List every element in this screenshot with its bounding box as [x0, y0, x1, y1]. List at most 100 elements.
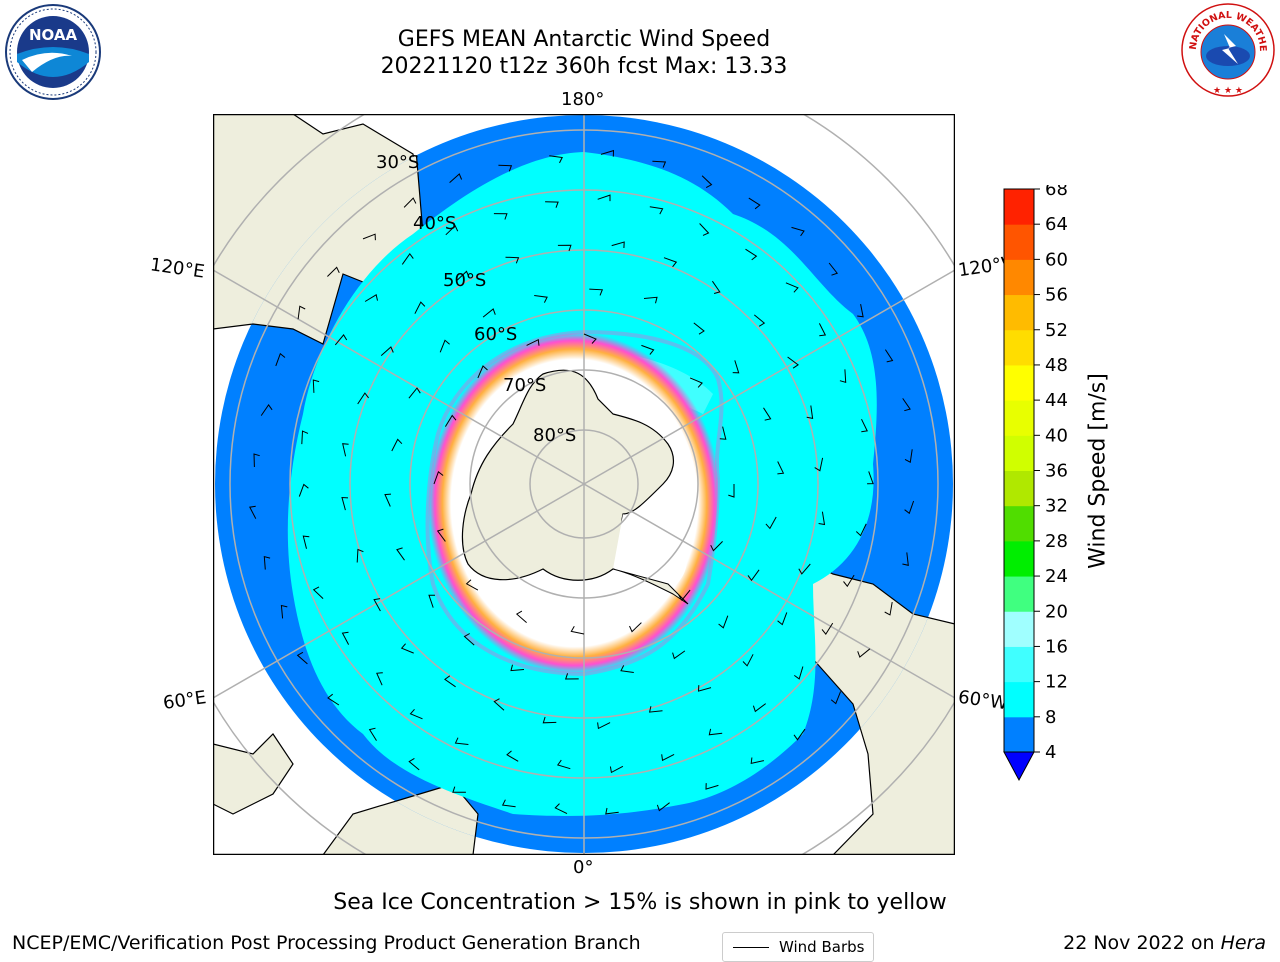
wind-barb: [391, 438, 403, 452]
wind-barb: [787, 356, 799, 369]
wind-barb: [506, 750, 519, 762]
colorbar-tick-label: 36: [1045, 461, 1068, 482]
graticule: [213, 114, 955, 855]
wind-barb: [341, 496, 349, 511]
wind-barb: [408, 387, 421, 399]
colorbar-tick-label: 60: [1045, 249, 1068, 270]
wind-barb: [719, 426, 727, 440]
wind-barb: [334, 334, 348, 346]
wind-barb: [629, 622, 642, 633]
colorbar-tick-label: 16: [1045, 636, 1068, 657]
wind-barb: [765, 516, 777, 530]
wind-barb: [711, 280, 721, 294]
wind-barb: [482, 308, 496, 318]
wind-barb: [557, 244, 572, 252]
wind-barb: [763, 407, 772, 421]
wind-barb: [297, 305, 306, 320]
wind-barb: [445, 224, 459, 236]
wind-barb: [597, 722, 611, 730]
wind-barb: [493, 213, 508, 220]
wind-barb: [705, 783, 719, 790]
footer-credit: NCEP/EMC/Verification Post Processing Pr…: [12, 932, 641, 954]
wind-barbs: [249, 149, 915, 815]
wind-barb: [904, 500, 915, 515]
colorbar-tick-label: 44: [1045, 390, 1068, 411]
wind-barb: [708, 728, 723, 736]
wind-barb: [570, 626, 585, 635]
lat-label-40s: 40°S: [413, 213, 457, 234]
wind-barb: [830, 691, 842, 705]
wind-barb: [798, 563, 811, 575]
wind-barb: [556, 759, 571, 770]
wind-barb: [505, 256, 520, 264]
wind-barb: [777, 461, 785, 475]
wind-barb: [501, 799, 516, 808]
wind-barb: [752, 703, 766, 713]
wind-barb: [260, 404, 273, 416]
wind-barb: [477, 365, 488, 379]
wind-barb: [589, 288, 604, 296]
colorbar-title: Wind Speed [m/s]: [1085, 373, 1111, 569]
wind-barb: [396, 547, 405, 561]
wind-barb: [428, 594, 435, 608]
chart-title: GEFS MEAN Antarctic Wind Speed: [397, 27, 771, 52]
wind-barb: [327, 266, 340, 277]
lon-label-120e: 120°E: [148, 254, 206, 283]
wind-barb: [357, 392, 369, 405]
wind-barb: [263, 556, 271, 570]
wind-barb: [843, 574, 855, 588]
wind-barb: [884, 602, 893, 616]
map-legend: Wind Barbs: [722, 932, 874, 962]
colorbar-segment: [1004, 540, 1034, 577]
wind-barb: [534, 295, 548, 303]
wind-barb: [384, 493, 392, 507]
colorbar-tick-label: 28: [1045, 531, 1068, 552]
wind-barb: [904, 449, 913, 463]
wind-barb: [312, 586, 324, 599]
wind-barb: [498, 164, 513, 172]
footer-machine: Hera: [1220, 932, 1266, 954]
wind-barb: [380, 346, 394, 356]
wind-barb: [791, 226, 805, 237]
wind-barb: [697, 685, 712, 692]
wind-barb: [408, 757, 420, 771]
wind-barb: [600, 149, 615, 157]
colorbar-segment: [1004, 364, 1034, 401]
wind-barb: [409, 708, 423, 720]
colorbar-tick-label: 32: [1045, 496, 1068, 517]
wind-barb: [902, 552, 909, 566]
wind-barb: [884, 349, 894, 363]
colorbar-segment: [1004, 681, 1034, 718]
colorbar-segment: [1004, 646, 1034, 683]
nws-logo: NATIONAL WEATHER SERVICE ★ ★ ★: [1178, 0, 1275, 97]
lat-label-50s: 50°S: [443, 270, 487, 291]
wind-barb: [620, 665, 634, 673]
map-panel: 30°S 40°S 50°S 60°S 70°S 80°S Wind Barbs: [213, 114, 955, 962]
wind-barb: [742, 654, 754, 667]
wind-barb: [362, 233, 376, 241]
wind-barb: [376, 672, 383, 686]
wind-barb: [364, 294, 378, 302]
polar-map: [213, 114, 955, 855]
wind-barb: [342, 443, 349, 457]
wind-barb: [648, 706, 663, 713]
wind-barb: [748, 197, 761, 210]
footer-date-text: 22 Nov 2022 on: [1063, 932, 1215, 954]
wind-barb: [652, 160, 667, 168]
wind-barb: [298, 483, 309, 497]
colorbar-tick-label: 12: [1045, 672, 1068, 693]
wind-barb: [818, 323, 827, 337]
wind-barb: [545, 201, 559, 208]
wind-barb: [611, 241, 625, 249]
wind-barb: [368, 727, 377, 741]
chart-subtitle: 20221120 t12z 360h fcst Max: 13.33: [380, 54, 788, 79]
wind-barb: [753, 314, 766, 327]
wind-barb: [861, 418, 868, 433]
colorbar-segment: [1004, 189, 1034, 225]
colorbar-tick-label: 20: [1045, 601, 1068, 622]
noaa-logo-text: NOAA: [29, 26, 78, 44]
svg-text:★ ★ ★: ★ ★ ★: [1213, 86, 1243, 96]
wind-barb: [526, 338, 540, 346]
wind-barb: [794, 666, 804, 680]
